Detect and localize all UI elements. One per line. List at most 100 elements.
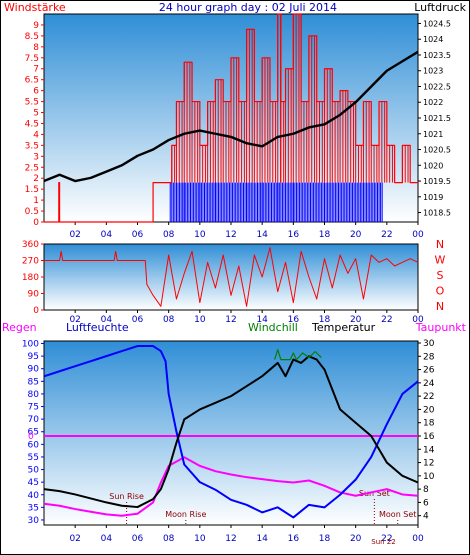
pressure-ytick-label: 1020 [423,161,443,170]
dewpoint-series [43,456,419,517]
humidity-label: Luftfeuchte [66,321,129,334]
pressure-ytick-label: 1021 [423,130,443,139]
chart1-xtick-label: 06 [132,230,144,240]
humidity-ytick-label: 55 [28,453,39,463]
chart1-xtick-label: 12 [225,230,236,240]
chart3-xtick-label: 06 [132,534,144,544]
humidity-ytick-label: 45 [28,478,39,488]
chart2-xtick-label: 06 [132,315,144,325]
chart2-xtick-label: 22 [381,315,392,325]
chart-title: 24 hour graph day : 02 Juli 2014 [159,1,337,14]
wind-ytick-label: 5 [33,109,39,119]
wind-ytick-label: 4 [33,130,39,140]
compass-label: W [435,254,446,267]
wind-ytick-label: 8 [33,43,39,53]
pressure-ytick-label: 1024 [423,35,443,44]
humidity-ytick-label: 50 [28,466,40,476]
wind-ytick-label: 0 [33,218,39,228]
windchill-label: Windchill [248,321,298,334]
temp-ytick-label: 4 [423,512,429,522]
temp-ytick-label: 6 [423,498,429,508]
wind-ytick-label: 8.5 [25,32,39,42]
direction-ytick-label: 270 [22,257,39,267]
sun-rise-label: Sun Rise [109,492,144,501]
wind-ytick-label: 2.5 [25,163,39,173]
chart3-xtick-label: 16 [288,534,300,544]
humidity-series [43,345,419,519]
chart3-xtick-label: 02 [69,534,80,544]
chart3-xtick-label: 18 [319,534,331,544]
wind-ytick-label: 3 [33,152,39,162]
chart1-xtick-label: 22 [381,230,392,240]
pressure-series [43,50,419,183]
chart1-xtick-label: 16 [288,230,300,240]
chart3-xtick-label: 04 [101,534,113,544]
chart1-xtick-label: 14 [256,230,268,240]
windchill-series [274,349,322,361]
pressure-ytick-label: 1024.5 [423,19,451,28]
chart2-xtick-label: 12 [225,315,236,325]
compass-label: S [437,269,444,282]
wind-ytick-label: 9 [33,21,39,31]
humidity-ytick-label: 85 [28,377,39,387]
direction-bars-series [169,182,383,222]
humidity-ytick-label: 80 [28,390,40,400]
humidity-ytick-label: 65 [28,428,39,438]
chart2-xtick-label: 16 [288,315,300,325]
temp-ytick-label: 12 [423,459,434,469]
chart3-xtick-label: 14 [256,534,268,544]
chart2-xtick-label: 18 [319,315,331,325]
humidity-ytick-label: 40 [28,491,40,501]
direction-ytick-label: 180 [22,273,39,283]
pressure-axis-label: Luftdruck [414,1,466,14]
pressure-ytick-label: 1023 [423,67,443,76]
temp-ytick-label: 18 [423,419,435,429]
chart2-xtick-label: 04 [101,315,113,325]
chart2-xtick-label: 14 [256,315,268,325]
wind-ytick-label: 3.5 [25,141,39,151]
rain-zero-label: 0 [28,432,34,442]
compass-label: N [436,300,444,313]
temp-ytick-label: 26 [423,366,435,376]
moon-set-label: Moon Set [379,510,416,519]
humidity-ytick-label: 90 [28,365,40,375]
humidity-ytick-label: 30 [28,516,40,526]
wind-ytick-label: 6 [33,87,39,97]
chart-panels: 00.511.522.533.544.555.566.577.588.59101… [22,13,451,546]
temp-ytick-label: 14 [423,445,435,455]
chart3-xtick-label: 22 [381,534,392,544]
wind-spikes [171,14,409,183]
sun-set-label: Sun Set [359,489,390,498]
pressure-ytick-label: 1019 [423,193,443,202]
humidity-ytick-label: 75 [28,403,39,413]
chart3-xtick-label: 12 [225,534,236,544]
temp-ytick-label: 8 [423,485,429,495]
compass-label: N [436,238,444,251]
pressure-ytick-label: 1023.5 [423,51,451,60]
temp-ytick-label: 20 [423,405,435,415]
wind-ytick-label: 5.5 [25,98,39,108]
chart1-xtick-label: 20 [350,230,362,240]
direction-ytick-label: 90 [28,290,40,300]
chart1-xtick-label: 10 [194,230,206,240]
temperature-label: Temperatur [311,321,376,334]
wind-direction-series [44,247,419,307]
humidity-ytick-label: 60 [28,440,40,450]
humidity-ytick-label: 100 [22,340,39,350]
wind-ytick-label: 6.5 [25,76,39,86]
chart1-xtick-label: 00 [412,230,424,240]
wind-ytick-label: 1.5 [25,185,39,195]
chart2-xtick-label: 02 [69,315,80,325]
temperature-series [43,355,419,509]
temp-humidity-panel [43,340,419,526]
sun-set-time-label: Sun 22 [371,538,395,546]
temp-ytick-label: 16 [423,432,435,442]
temp-ytick-label: 10 [423,472,435,482]
humidity-ytick-label: 35 [28,503,39,513]
temp-ytick-label: 28 [423,352,435,362]
pressure-ytick-label: 1018.5 [423,209,451,218]
wind-axis-label: Windstärke [4,1,66,14]
pressure-ytick-label: 1021.5 [423,114,451,123]
